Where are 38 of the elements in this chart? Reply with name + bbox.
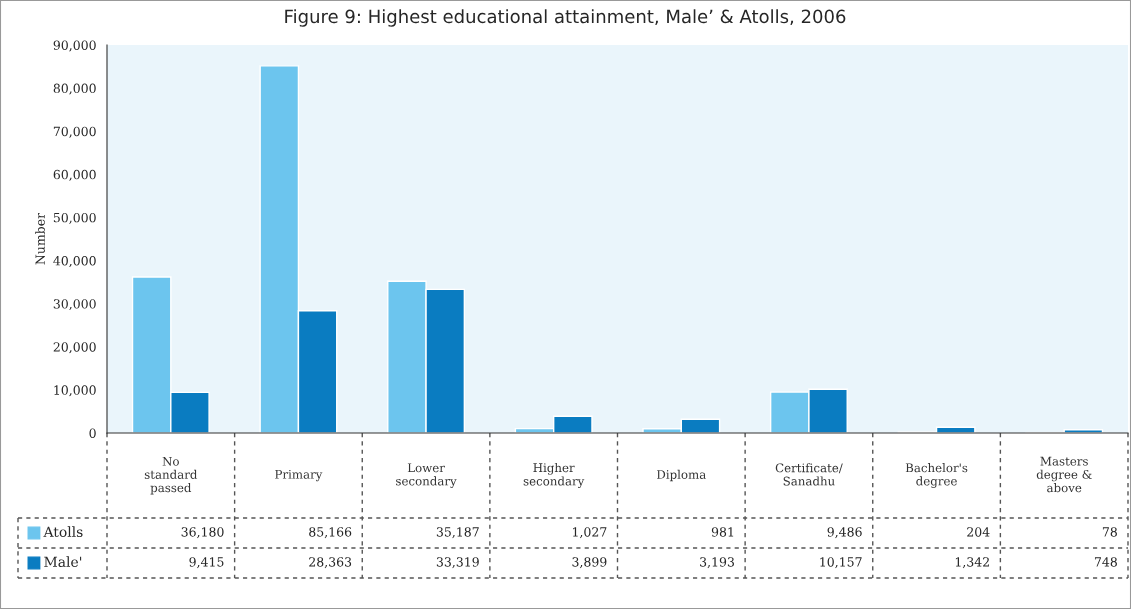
data-label: 78 (1102, 527, 1117, 537)
data-label: 1,342 (955, 557, 989, 569)
y-tick-label: 60,000 (53, 169, 96, 181)
data-label: 33,319 (436, 557, 479, 569)
y-tick-label: 50,000 (53, 212, 96, 224)
data-label: 28,363 (309, 557, 352, 569)
data-label: 204 (967, 527, 990, 537)
x-tick-label: Bachelor's degree (905, 463, 968, 488)
data-label: 36,180 (181, 527, 224, 539)
legend-label: Male' (44, 556, 82, 568)
chart-title: Figure 9: Highest educational attainment, Male’ & Atolls, 2006 (285, 9, 846, 27)
data-label: 3,193 (700, 557, 734, 569)
x-tick-label: Certificate/ Sanadhu (775, 463, 843, 486)
y-tick-label: 40,000 (53, 256, 96, 268)
x-tick-label: Masters degree & above (1036, 456, 1092, 493)
y-tick-label: 20,000 (53, 342, 96, 354)
data-label: 9,486 (827, 527, 862, 539)
data-label: 9,415 (189, 557, 224, 569)
y-tick-label: 90,000 (53, 40, 96, 52)
x-tick-label: Primary (275, 469, 323, 482)
x-tick-label: No standard passed (144, 456, 198, 495)
data-label: 85,166 (309, 527, 352, 539)
data-label: 981 (711, 527, 734, 537)
data-label: 3,899 (572, 557, 607, 569)
y-tick-label: 10,000 (54, 385, 96, 397)
data-label: 10,157 (820, 557, 862, 569)
y-tick-label: 80,000 (53, 83, 96, 95)
data-label: 748 (1094, 557, 1117, 567)
x-tick-label: Lower secondary (396, 463, 457, 488)
y-axis-title: Number (35, 212, 45, 265)
data-label: 35,187 (436, 527, 479, 539)
legend-label: Atolls (43, 526, 83, 538)
y-tick-label: 0 (89, 428, 96, 438)
x-tick-label: Higher secondary (523, 463, 585, 488)
y-tick-label: 30,000 (53, 299, 96, 311)
data-label: 1,027 (573, 527, 607, 539)
y-tick-label: 70,000 (53, 126, 96, 138)
x-tick-label: Diploma (657, 469, 706, 482)
